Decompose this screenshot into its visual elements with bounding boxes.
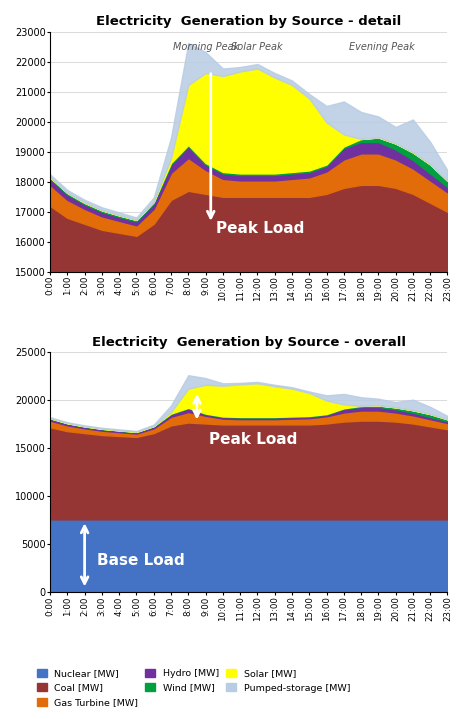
Title: Electricity  Generation by Source - detail: Electricity Generation by Source - detai… (96, 15, 402, 28)
Text: Morning Peak: Morning Peak (173, 42, 239, 52)
Text: Base Load: Base Load (97, 554, 184, 569)
Legend: Nuclear [MW], Coal [MW], Gas Turbine [MW], Hydro [MW], Wind [MW], Solar [MW], Pu: Nuclear [MW], Coal [MW], Gas Turbine [MW… (33, 665, 354, 710)
Title: Electricity  Generation by Source - overall: Electricity Generation by Source - overa… (92, 336, 406, 349)
Text: Solar Peak: Solar Peak (232, 42, 283, 52)
Text: Peak Load: Peak Load (209, 431, 297, 446)
Text: Peak Load: Peak Load (216, 221, 304, 236)
Text: Evening Peak: Evening Peak (349, 42, 415, 52)
